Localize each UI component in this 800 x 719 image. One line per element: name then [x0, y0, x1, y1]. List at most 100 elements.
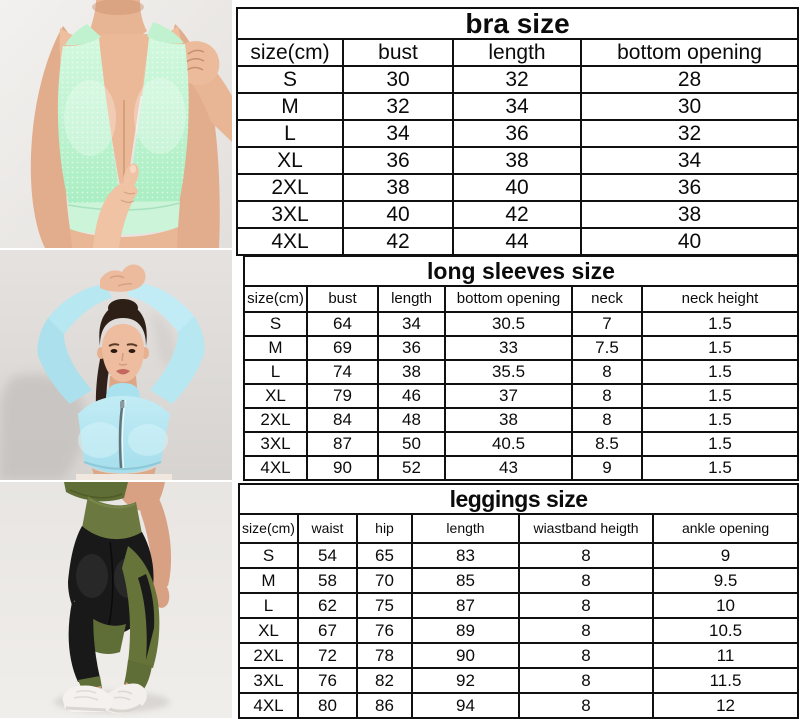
- value-cell: 30: [579, 92, 800, 122]
- column-header: size(cm): [243, 285, 308, 313]
- value-cell: 76: [356, 617, 413, 644]
- leggings-photo-illustration: [0, 482, 232, 718]
- table-row: M 69 36 33 7.5 1.5: [243, 335, 799, 361]
- value-cell: 72: [297, 642, 358, 669]
- column-header: neck: [571, 285, 643, 313]
- value-cell: 86: [356, 692, 413, 719]
- size-cell: L: [243, 359, 308, 385]
- value-cell: 37: [444, 383, 573, 409]
- table-row: S 54 65 83 8 9: [238, 542, 800, 569]
- table-title-row: bra size: [235, 6, 800, 41]
- value-cell: 8.5: [571, 431, 643, 457]
- size-cell: M: [243, 335, 308, 361]
- value-cell: 40: [342, 200, 454, 230]
- column-header: bust: [306, 285, 379, 313]
- table-row: M 58 70 85 8 9.5: [238, 567, 800, 594]
- table-row: XL 67 76 89 8 10.5: [238, 617, 800, 644]
- value-cell: 30: [342, 65, 454, 95]
- value-cell: 64: [306, 311, 379, 337]
- value-cell: 7: [571, 311, 643, 337]
- value-cell: 11: [651, 642, 800, 669]
- value-cell: 36: [342, 146, 454, 176]
- table-row: 2XL 72 78 90 8 11: [238, 642, 800, 669]
- value-cell: 83: [411, 542, 520, 569]
- value-cell: 34: [342, 119, 454, 149]
- value-cell: 92: [411, 667, 520, 694]
- long-sleeves-size-table: long sleeves size size(cm) bust length botto…: [243, 255, 799, 481]
- value-cell: 74: [306, 359, 379, 385]
- value-cell: 44: [452, 227, 582, 257]
- value-cell: 38: [377, 359, 446, 385]
- value-cell: 46: [377, 383, 446, 409]
- value-cell: 89: [411, 617, 520, 644]
- table-title: long sleeves size: [243, 255, 799, 287]
- column-header: bottom opening: [444, 285, 573, 313]
- value-cell: 35.5: [444, 359, 573, 385]
- table-title-row: long sleeves size: [243, 255, 799, 287]
- value-cell: 10: [651, 592, 800, 619]
- value-cell: 40.5: [444, 431, 573, 457]
- value-cell: 43: [444, 455, 573, 481]
- value-cell: 9: [571, 455, 643, 481]
- table-row: 4XL 80 86 94 8 12: [238, 692, 800, 719]
- value-cell: 70: [356, 567, 413, 594]
- table-row: 3XL 76 82 92 8 11.5: [238, 667, 800, 694]
- table-row: 4XL 42 44 40: [236, 227, 800, 257]
- size-cell: M: [236, 92, 344, 122]
- value-cell: 48: [377, 407, 446, 433]
- column-header: neck height: [641, 285, 799, 313]
- size-cell: 2XL: [243, 407, 308, 433]
- bra-product-photo: [0, 0, 232, 248]
- size-cell: 2XL: [236, 173, 344, 203]
- size-cell: 3XL: [238, 667, 299, 694]
- value-cell: 33: [444, 335, 573, 361]
- value-cell: 1.5: [641, 311, 799, 337]
- value-cell: 32: [452, 65, 582, 95]
- table-row: S 30 32 28: [236, 65, 800, 95]
- table-header-row: size(cm) bust length bottom opening neck neck…: [243, 285, 799, 313]
- column-header: bust: [342, 38, 454, 68]
- size-cell: XL: [236, 146, 344, 176]
- column-header: length: [452, 38, 582, 68]
- table-header-row: size(cm) bust length bottom opening: [236, 38, 800, 68]
- leggings-size-table: leggings size size(cm) waist hip length wiast…: [237, 483, 800, 719]
- value-cell: 42: [342, 227, 454, 257]
- bra-size-table: bra size size(cm) bust length bottom opening…: [235, 6, 800, 257]
- size-cell: 4XL: [243, 455, 308, 481]
- value-cell: 12: [651, 692, 800, 719]
- value-cell: 11.5: [651, 667, 800, 694]
- value-cell: 58: [297, 567, 358, 594]
- size-cell: 3XL: [243, 431, 308, 457]
- value-cell: 1.5: [641, 383, 799, 409]
- table-row: 4XL 90 52 43 9 1.5: [243, 455, 799, 481]
- value-cell: 1.5: [641, 431, 799, 457]
- table-header-row: size(cm) waist hip length wiastband heigth an…: [238, 513, 800, 544]
- table-row: XL 79 46 37 8 1.5: [243, 383, 799, 409]
- column-header: length: [411, 513, 520, 544]
- value-cell: 1.5: [641, 359, 799, 385]
- value-cell: 32: [342, 92, 454, 122]
- size-cell: M: [238, 567, 299, 594]
- value-cell: 40: [452, 173, 582, 203]
- value-cell: 82: [356, 667, 413, 694]
- value-cell: 78: [356, 642, 413, 669]
- size-cell: 3XL: [236, 200, 344, 230]
- value-cell: 38: [452, 146, 582, 176]
- value-cell: 94: [411, 692, 520, 719]
- value-cell: 87: [411, 592, 520, 619]
- value-cell: 32: [579, 119, 800, 149]
- table-row: 3XL 40 42 38: [236, 200, 800, 230]
- size-cell: S: [238, 542, 299, 569]
- value-cell: 84: [306, 407, 379, 433]
- column-header: hip: [356, 513, 413, 544]
- value-cell: 62: [297, 592, 358, 619]
- table-row: L 74 38 35.5 8 1.5: [243, 359, 799, 385]
- value-cell: 67: [297, 617, 358, 644]
- table-row: 2XL 38 40 36: [236, 173, 800, 203]
- value-cell: 54: [297, 542, 358, 569]
- leggings-product-photo: [0, 482, 232, 718]
- value-cell: 9.5: [651, 567, 800, 594]
- size-cell: XL: [243, 383, 308, 409]
- value-cell: 90: [411, 642, 520, 669]
- size-cell: S: [236, 65, 344, 95]
